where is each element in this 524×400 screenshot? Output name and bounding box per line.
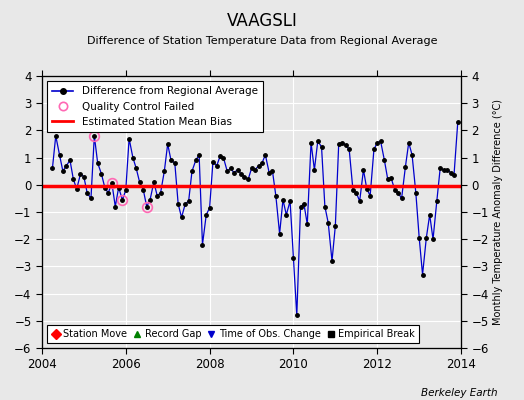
Legend: Station Move, Record Gap, Time of Obs. Change, Empirical Break: Station Move, Record Gap, Time of Obs. C… [47,325,419,343]
Y-axis label: Monthly Temperature Anomaly Difference (°C): Monthly Temperature Anomaly Difference (… [493,99,503,325]
Text: Difference of Station Temperature Data from Regional Average: Difference of Station Temperature Data f… [87,36,437,46]
Text: Berkeley Earth: Berkeley Earth [421,388,498,398]
Text: VAAGSLI: VAAGSLI [226,12,298,30]
